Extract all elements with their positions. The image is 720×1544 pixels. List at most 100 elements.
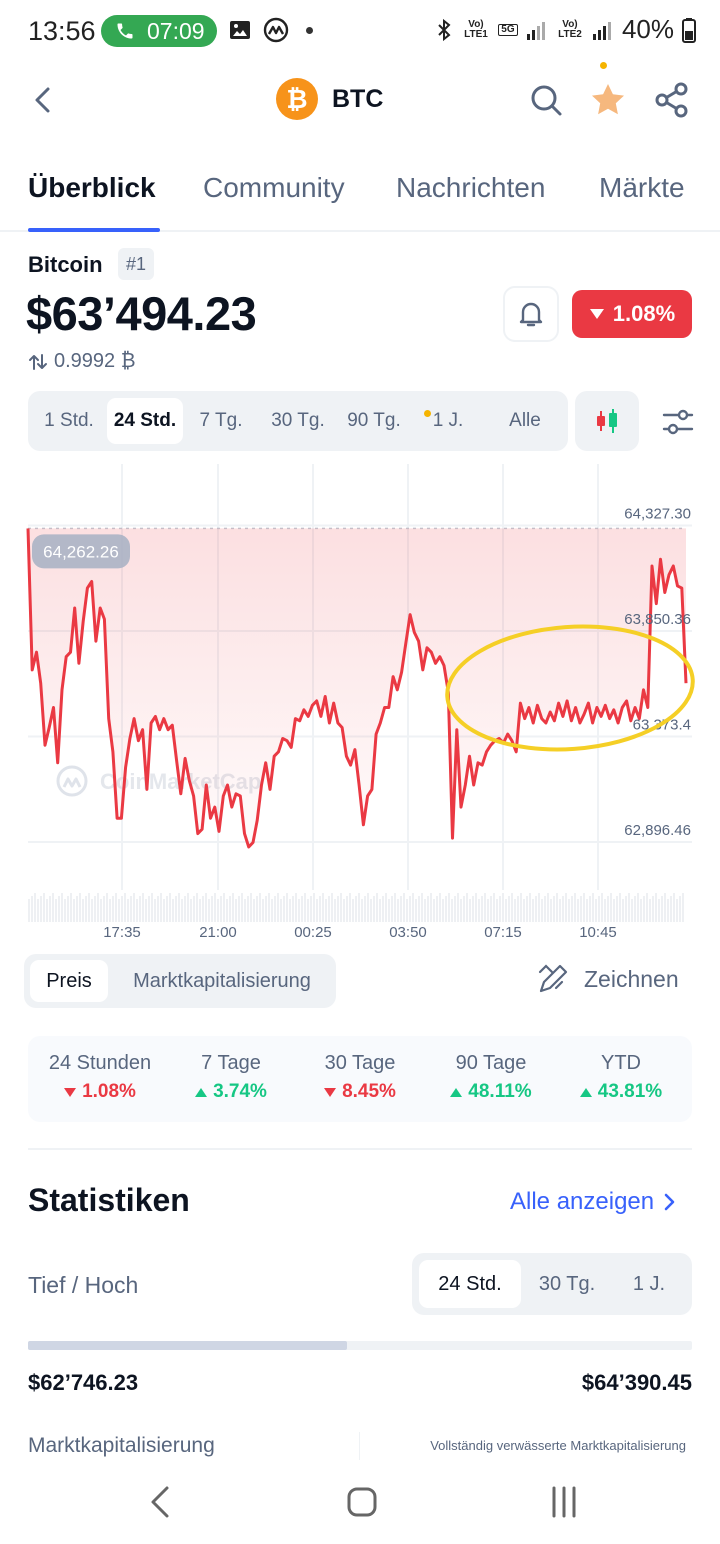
stats-separator bbox=[359, 1432, 360, 1460]
y-tick-label: 62,896.46 bbox=[624, 822, 691, 839]
volume-bar bbox=[196, 893, 198, 922]
volume-bar bbox=[70, 893, 72, 922]
draw-button[interactable]: Zeichnen bbox=[536, 962, 679, 996]
call-indicator[interactable]: 07:09 bbox=[101, 15, 217, 47]
volume-bar bbox=[514, 899, 516, 922]
volume-bar bbox=[451, 899, 453, 922]
volume-bar bbox=[508, 896, 510, 922]
volume-bar bbox=[535, 896, 537, 922]
range-24h[interactable]: 24 Std. bbox=[107, 398, 183, 444]
range-30d[interactable]: 30 Tg. bbox=[271, 410, 325, 431]
volume-bar bbox=[121, 896, 123, 922]
volume-bar bbox=[436, 896, 438, 922]
chart-type-market-cap[interactable]: Marktkapitalisierung bbox=[133, 970, 311, 992]
volume-bar bbox=[112, 896, 114, 922]
volume-bar bbox=[373, 896, 375, 922]
volume-bar bbox=[589, 896, 591, 922]
tab-news[interactable]: Nachrichten bbox=[396, 172, 546, 203]
price-alert-button[interactable] bbox=[503, 286, 559, 342]
volume-bar bbox=[385, 893, 387, 922]
range-1y[interactable]: 1 J. bbox=[432, 410, 464, 431]
range-1h[interactable]: 1 Std. bbox=[44, 410, 94, 431]
volume-bar bbox=[580, 896, 582, 922]
volume-bar bbox=[250, 893, 252, 922]
volume-bar bbox=[148, 896, 150, 922]
period-30d[interactable]: 30 Tg. bbox=[538, 1273, 596, 1295]
perf-value-text: 1.08% bbox=[82, 1081, 136, 1102]
volume-bar bbox=[217, 899, 219, 922]
btc-conversion[interactable]: 0.9992 ₿ bbox=[28, 350, 136, 373]
perf-ytd: YTD 43.81% bbox=[568, 1052, 674, 1103]
period-1y[interactable]: 1 J. bbox=[632, 1273, 666, 1295]
volume-bar bbox=[124, 893, 126, 922]
volume-bar bbox=[337, 896, 339, 922]
volume-bar bbox=[145, 899, 147, 922]
volume-bar bbox=[139, 896, 141, 922]
signal-icon bbox=[526, 21, 545, 40]
perf-value: 3.74% bbox=[178, 1081, 284, 1103]
show-all-link[interactable]: Alle anzeigen bbox=[510, 1188, 676, 1216]
perf-label: YTD bbox=[601, 1052, 641, 1074]
perf-value-text: 48.11% bbox=[468, 1081, 532, 1102]
volume-bar bbox=[643, 896, 645, 922]
share-icon[interactable] bbox=[652, 80, 692, 120]
range-7d[interactable]: 7 Tg. bbox=[199, 410, 243, 431]
volume-bar bbox=[76, 896, 78, 922]
volume-bar bbox=[490, 896, 492, 922]
star-icon[interactable] bbox=[588, 80, 628, 120]
perf-value: 8.45% bbox=[310, 1081, 410, 1103]
volume-bar bbox=[157, 896, 159, 922]
tab-community[interactable]: Community bbox=[203, 172, 345, 203]
volume-bar bbox=[352, 899, 354, 922]
volume-bar bbox=[256, 896, 258, 922]
perf-label: 90 Tage bbox=[455, 1052, 527, 1074]
low-high-range-fill bbox=[28, 1341, 347, 1350]
volume-bar bbox=[340, 893, 342, 922]
volume-bar bbox=[364, 896, 366, 922]
x-tick-label: 00:25 bbox=[294, 924, 332, 941]
tab-overview[interactable]: Überblick bbox=[28, 172, 156, 203]
volume-bar bbox=[244, 899, 246, 922]
chart-settings-button[interactable] bbox=[656, 400, 700, 444]
volume-bar bbox=[448, 893, 450, 922]
volume-bar bbox=[253, 899, 255, 922]
low-high-period-selector: 24 Std. 30 Tg. 1 J. bbox=[412, 1253, 692, 1315]
bluetooth-icon bbox=[438, 18, 451, 41]
volume-bar bbox=[487, 899, 489, 922]
coin-price: $63’494.23 bbox=[26, 287, 257, 340]
network-5g: 5G bbox=[497, 23, 518, 36]
tab-markets[interactable]: Märkte bbox=[599, 172, 685, 203]
volume-bar bbox=[184, 896, 186, 922]
period-24h[interactable]: 24 Std. bbox=[419, 1260, 521, 1308]
nav-back-icon[interactable] bbox=[142, 1482, 182, 1522]
volume-bar bbox=[316, 899, 318, 922]
candlestick-toggle[interactable] bbox=[575, 391, 639, 451]
price-chart[interactable]: CoinMarketCap 64,327.3063,850.3663,373.4… bbox=[0, 462, 720, 952]
volume-bar bbox=[193, 896, 195, 922]
volume-bar bbox=[289, 899, 291, 922]
price-chart-svg[interactable]: CoinMarketCap 64,327.3063,850.3663,373.4… bbox=[0, 462, 720, 952]
volume-bar bbox=[430, 893, 432, 922]
volume-bar bbox=[484, 893, 486, 922]
volume-bar bbox=[55, 899, 57, 922]
market-cap-label: Marktkapitalisierung bbox=[28, 1434, 215, 1457]
volume-bar bbox=[427, 896, 429, 922]
volume-bar bbox=[526, 896, 528, 922]
volume-bar bbox=[403, 893, 405, 922]
range-90d[interactable]: 90 Tg. bbox=[347, 410, 401, 431]
nav-recents-icon[interactable] bbox=[544, 1482, 584, 1522]
volume-bar bbox=[286, 893, 288, 922]
volume-bar bbox=[169, 893, 171, 922]
volume-bar bbox=[667, 899, 669, 922]
search-icon[interactable] bbox=[526, 80, 566, 120]
volume-bar bbox=[388, 899, 390, 922]
perf-value-text: 3.74% bbox=[213, 1081, 267, 1102]
chart-type-price[interactable]: Preis bbox=[30, 960, 108, 1002]
nav-home-icon[interactable] bbox=[342, 1482, 382, 1522]
volume-bar bbox=[154, 899, 156, 922]
start-price-pill bbox=[32, 534, 130, 569]
sliders-icon bbox=[662, 409, 694, 435]
low-value: $62’746.23 bbox=[28, 1370, 139, 1395]
back-arrow-icon[interactable] bbox=[24, 80, 64, 120]
range-all[interactable]: Alle bbox=[509, 410, 541, 431]
